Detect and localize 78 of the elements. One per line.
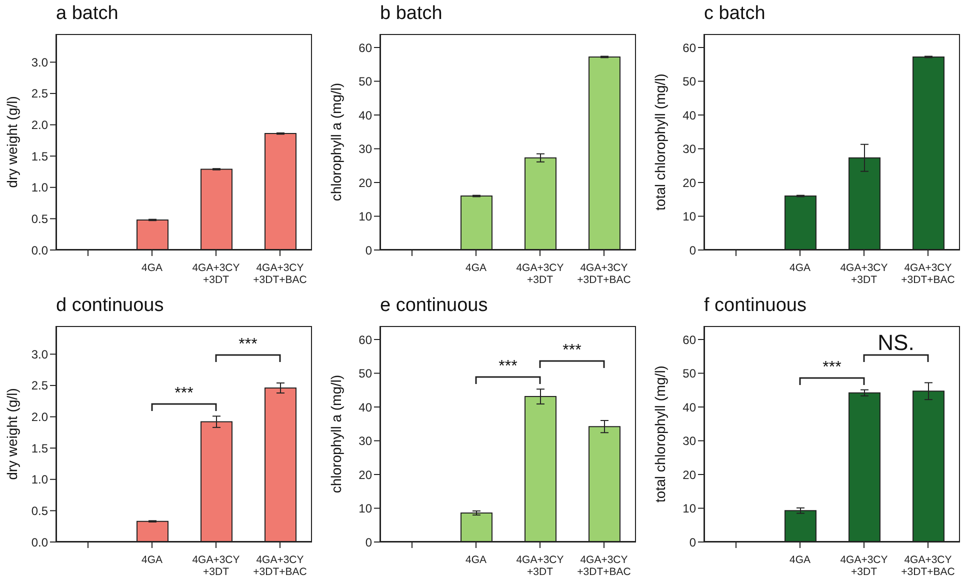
x-tick-label: 4GA+3CY +3DT <box>840 554 888 578</box>
y-axis-title: total chlorophyll (mg/l) <box>652 366 668 502</box>
y-tick-label: 10 <box>358 502 372 516</box>
x-tick-label: 4GA+3CY +3DT+BAC <box>577 554 632 578</box>
annotation: NS. <box>876 330 916 355</box>
y-tick-label: 20 <box>358 176 372 190</box>
y-tick-label: 60 <box>358 40 372 55</box>
y-tick-label: 2.5 <box>31 378 48 393</box>
chart-title: d continuous <box>55 294 165 318</box>
x-tick-label: 4GA+3CY +3DT <box>840 262 888 286</box>
y-tick-label: 0 <box>365 243 372 258</box>
y-tick-label: 1.0 <box>31 180 48 195</box>
y-tick-label: 20 <box>682 468 696 482</box>
y-tick-label: 2.0 <box>31 118 48 132</box>
x-tick-label: 4GA+3CY +3DT+BAC <box>901 554 956 578</box>
y-tick-label: 40 <box>682 108 696 122</box>
y-tick-label: 0.0 <box>31 243 48 258</box>
x-tick-label: 4GA+3CY +3DT+BAC <box>253 262 308 286</box>
y-tick-label: 3.0 <box>31 55 48 70</box>
y-tick-label: 50 <box>682 74 696 89</box>
y-axis-title: chlorophyll a (mg/l) <box>328 82 344 202</box>
y-tick-label: 10 <box>682 210 696 224</box>
chart-title: e continuous <box>379 294 489 318</box>
x-tick-label: 4GA+3CY +3DT <box>516 554 564 578</box>
y-tick-label: 30 <box>682 142 696 156</box>
chart-title: a batch <box>55 2 120 26</box>
y-tick-label: 1.5 <box>31 441 48 456</box>
y-tick-label: 1.0 <box>31 472 48 487</box>
y-tick-label: 60 <box>682 40 696 55</box>
y-tick-label: 3.0 <box>31 347 48 362</box>
y-axis-title: total chlorophyll (mg/l) <box>652 74 668 210</box>
x-tick-label: 4GA <box>141 262 163 274</box>
x-tick-label: 4GA <box>465 554 487 566</box>
y-tick-label: 0.5 <box>31 212 48 226</box>
x-tick-label: 4GA <box>789 554 811 566</box>
y-tick-label: 50 <box>358 74 372 89</box>
x-tick-label: 4GA+3CY +3DT+BAC <box>577 262 632 286</box>
y-tick-label: 40 <box>682 400 696 414</box>
x-tick-label: 4GA+3CY +3DT+BAC <box>901 262 956 286</box>
annotation: *** <box>174 384 194 404</box>
y-tick-label: 2.5 <box>31 86 48 101</box>
x-tick-label: 4GA+3CY +3DT <box>192 262 240 286</box>
y-tick-label: 20 <box>682 176 696 190</box>
y-tick-label: 30 <box>682 434 696 448</box>
annotation: *** <box>822 358 842 378</box>
y-tick-label: 0.5 <box>31 504 48 518</box>
y-tick-label: 10 <box>358 210 372 224</box>
y-tick-label: 60 <box>358 332 372 347</box>
y-axis-title: dry weight (g/l) <box>4 388 20 480</box>
chart-title: c batch <box>703 2 766 26</box>
annotation: *** <box>498 357 518 378</box>
y-tick-label: 50 <box>358 366 372 381</box>
x-tick-label: 4GA+3CY +3DT <box>516 262 564 286</box>
chart-title: f continuous <box>703 294 808 318</box>
x-tick-label: 4GA+3CY +3DT <box>192 554 240 578</box>
x-tick-label: 4GA <box>789 262 811 274</box>
chart-title: b batch <box>379 2 444 26</box>
y-tick-label: 40 <box>358 108 372 122</box>
y-tick-label: 2.0 <box>31 410 48 424</box>
x-tick-label: 4GA <box>141 554 163 566</box>
y-tick-label: 1.5 <box>31 149 48 164</box>
y-tick-label: 60 <box>682 332 696 347</box>
y-tick-label: 0 <box>689 535 696 550</box>
x-tick-label: 4GA <box>465 262 487 274</box>
y-tick-label: 10 <box>682 502 696 516</box>
y-tick-label: 0 <box>365 535 372 550</box>
y-tick-label: 20 <box>358 468 372 482</box>
y-axis-title: dry weight (g/l) <box>4 96 20 188</box>
y-tick-label: 30 <box>358 142 372 156</box>
y-tick-label: 40 <box>358 400 372 414</box>
x-tick-label: 4GA+3CY +3DT+BAC <box>253 554 308 578</box>
y-tick-label: 30 <box>358 434 372 448</box>
y-tick-label: 50 <box>682 366 696 381</box>
y-axis-title: chlorophyll a (mg/l) <box>328 374 344 494</box>
y-tick-label: 0 <box>689 243 696 258</box>
annotation: *** <box>238 334 258 355</box>
annotation: *** <box>562 341 582 362</box>
y-tick-label: 0.0 <box>31 535 48 550</box>
